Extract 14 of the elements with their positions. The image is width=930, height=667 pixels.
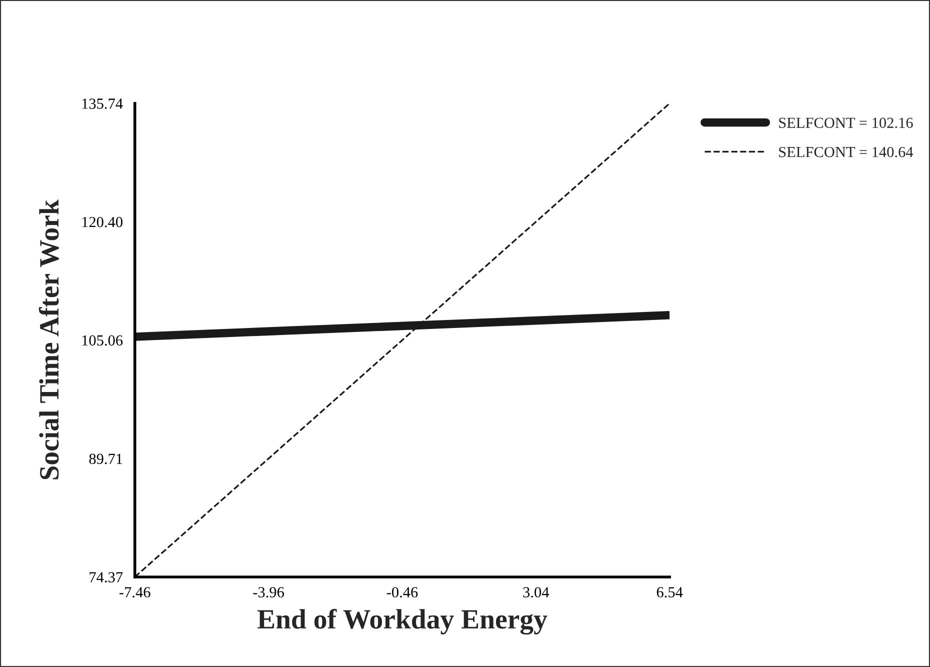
x-tick-label: -7.46 (120, 587, 150, 598)
y-tick-label: 120.40 (82, 216, 122, 228)
legend-label: SELFCONT = 140.64 (779, 146, 914, 158)
y-tick-label: 135.74 (82, 98, 123, 109)
y-tick-label: 74.37 (90, 572, 123, 582)
y-tick-label: 105.06 (82, 335, 123, 346)
x-axis-title: End of Workday Energy (257, 608, 548, 635)
legend-label: SELFCONT = 102.16 (779, 118, 913, 128)
x-tick-label: -3.96 (253, 587, 284, 598)
y-axis-title: Social Time After Work (38, 200, 59, 480)
x-tick-label: -0.46 (386, 587, 418, 598)
x-tick-label: 3.04 (523, 587, 550, 598)
x-tick-label: 6.54 (656, 587, 683, 598)
y-tick-label: 89.71 (89, 454, 122, 464)
